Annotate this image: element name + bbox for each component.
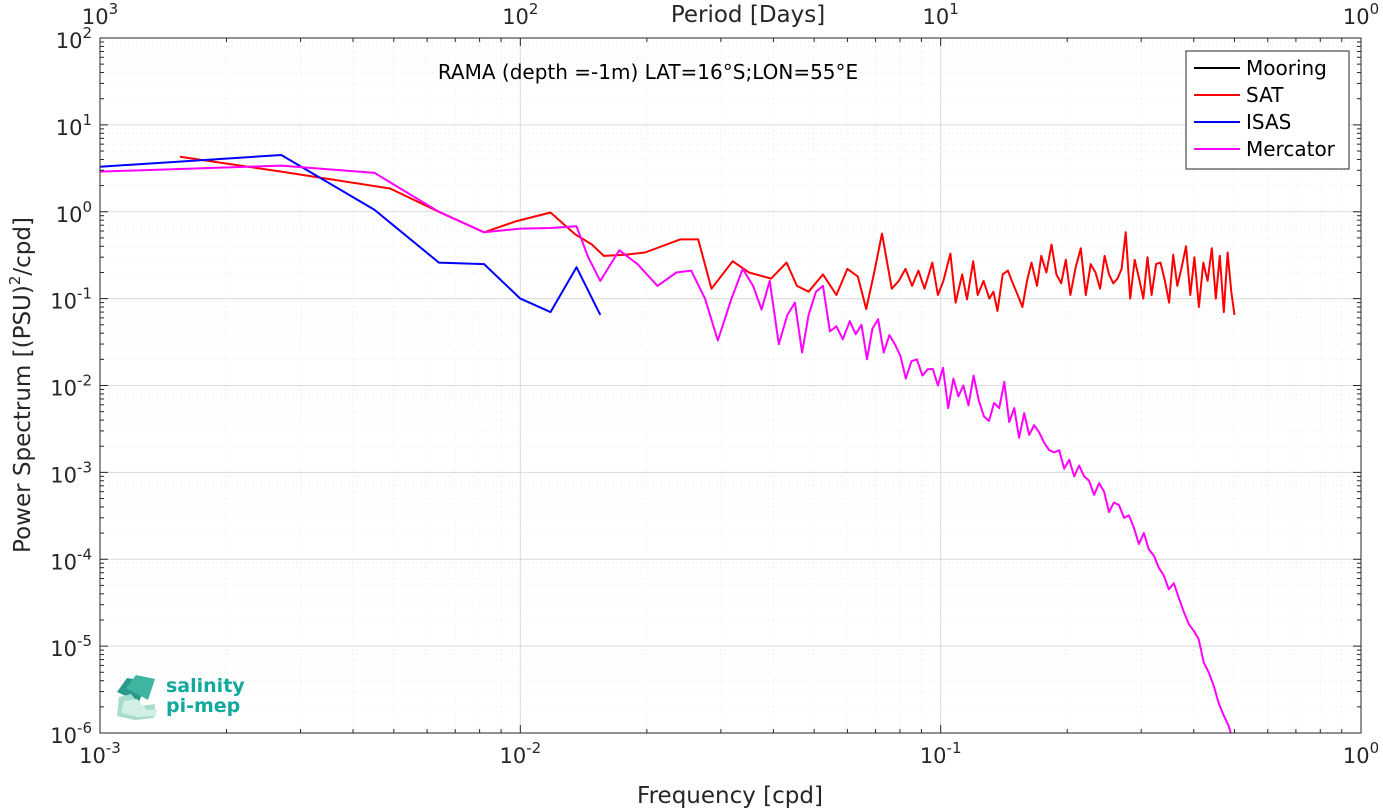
top-tick-label-base: 10 <box>82 5 109 29</box>
y-tick-label-base: 10 <box>50 550 77 574</box>
y-tick-label: 10-3 <box>50 458 92 487</box>
y-axis-label-main: Power Spectrum [(PSU) <box>10 285 36 553</box>
y-tick-label-exp: -1 <box>77 285 92 303</box>
top-tick-label: 103 <box>82 0 118 29</box>
x-tick-label-base: 10 <box>920 744 947 768</box>
x-axis-label: Frequency [cpd] <box>637 783 823 809</box>
x-tick-label-exp: 0 <box>1370 739 1380 757</box>
y-tick-label-exp: -4 <box>77 545 92 563</box>
y-axis-label-unit: /cpd] <box>10 217 36 276</box>
series-line-mercator <box>99 164 1232 734</box>
y-tick-label-base: 10 <box>50 377 77 401</box>
x-tick-label-exp: -1 <box>947 739 962 757</box>
legend-label-mercator: Mercator <box>1246 137 1336 161</box>
y-tick-label-exp: -5 <box>77 632 92 650</box>
x-tick-label-base: 10 <box>79 744 106 768</box>
x-tick-label-exp: -3 <box>106 739 121 757</box>
top-tick-label-base: 10 <box>502 5 529 29</box>
x-tick-label: 10-3 <box>79 739 121 768</box>
y-tick-label-base: 10 <box>56 116 83 140</box>
top-tick-label-base: 10 <box>1343 5 1370 29</box>
top-tick-label-base: 10 <box>923 5 950 29</box>
legend: Mooring SAT ISAS Mercator <box>1185 50 1350 170</box>
y-axis-label-exponent: 2 <box>6 276 24 286</box>
y-tick-label: 10-4 <box>50 545 92 574</box>
y-tick-label: 102 <box>56 24 92 53</box>
chart-title: RAMA (depth =-1m) LAT=16°S;LON=55°E <box>438 60 858 84</box>
y-tick-label-base: 10 <box>56 203 83 227</box>
tick-marks <box>99 37 1362 734</box>
y-tick-label-base: 10 <box>50 724 77 748</box>
top-tick-label: 102 <box>502 0 538 29</box>
x-tick-label-exp: -2 <box>526 739 541 757</box>
y-tick-label: 10-1 <box>50 285 92 314</box>
legend-label-isas: ISAS <box>1246 110 1291 134</box>
y-axis-label: Power Spectrum [(PSU)2/cpd] <box>6 217 36 553</box>
y-tick-label-exp: -3 <box>77 458 92 476</box>
y-tick-label-exp: -6 <box>77 719 92 737</box>
series-line-sat <box>179 155 1236 316</box>
logo-text-salinity: salinity <box>166 675 245 697</box>
x-tick-label: 100 <box>1343 739 1379 768</box>
series-line-isas <box>99 154 602 316</box>
y-tick-label-exp: -2 <box>77 372 92 390</box>
y-tick-label: 10-2 <box>50 372 92 401</box>
x-tick-label-base: 10 <box>499 744 526 768</box>
salinity-pi-mep-logo: salinity pi-mep <box>117 675 245 720</box>
top-tick-label-exp: 1 <box>949 0 959 18</box>
top-tick-label: 100 <box>1343 0 1379 29</box>
legend-label-mooring: Mooring <box>1246 56 1327 80</box>
logo-text-pi-mep: pi-mep <box>166 695 240 717</box>
y-tick-label-base: 10 <box>56 29 83 53</box>
x-tick-label: 10-2 <box>499 739 541 768</box>
series-lines <box>99 154 1236 734</box>
y-tick-label-exp: 1 <box>82 111 92 129</box>
top-tick-label-exp: 2 <box>529 0 539 18</box>
y-tick-label-exp: 0 <box>82 198 92 216</box>
y-tick-label: 101 <box>56 111 92 140</box>
top-tick-label-exp: 3 <box>109 0 119 18</box>
y-tick-label-base: 10 <box>50 290 77 314</box>
y-tick-label: 100 <box>56 198 92 227</box>
top-tick-label-exp: 0 <box>1370 0 1380 18</box>
top-tick-label: 101 <box>923 0 959 29</box>
y-tick-label-base: 10 <box>50 463 77 487</box>
y-tick-label-base: 10 <box>50 637 77 661</box>
x-tick-label: 10-1 <box>920 739 962 768</box>
grid <box>99 38 1361 734</box>
y-tick-label: 10-5 <box>50 632 92 661</box>
legend-label-sat: SAT <box>1246 83 1284 107</box>
y-tick-label: 10-6 <box>50 719 92 748</box>
x-tick-label-base: 10 <box>1343 744 1370 768</box>
y-tick-label-exp: 2 <box>82 24 92 42</box>
top-axis-label: Period [Days] <box>671 2 825 28</box>
